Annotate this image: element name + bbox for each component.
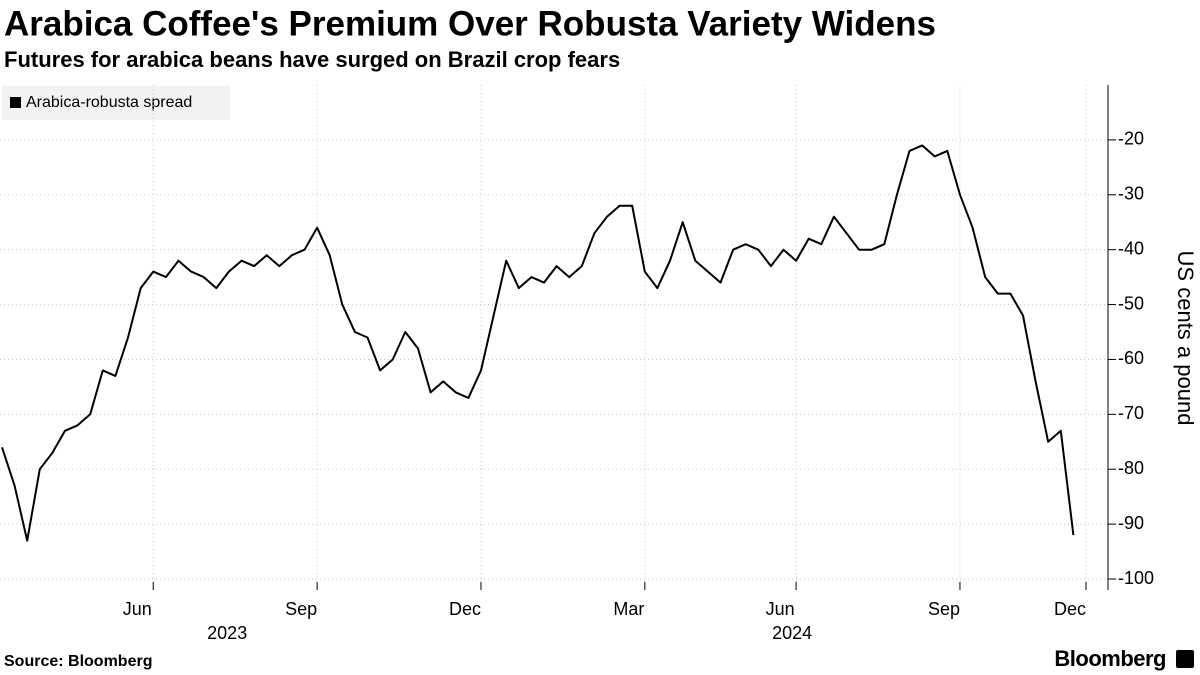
y-tick-label: -20 (1118, 129, 1144, 149)
x-tick-label: Dec (449, 599, 481, 619)
year-label: 2024 (772, 623, 812, 643)
y-tick-label: -70 (1118, 403, 1144, 423)
legend-label: Arabica-robusta spread (26, 94, 192, 111)
x-tick-label: Jun (766, 599, 795, 619)
year-label: 2023 (207, 623, 247, 643)
y-tick-label: -80 (1118, 458, 1144, 478)
chart-subtitle: Futures for arabica beans have surged on… (4, 47, 620, 72)
y-tick-label: -60 (1118, 348, 1144, 368)
y-tick-label: -90 (1118, 513, 1144, 533)
legend-box (2, 86, 230, 120)
x-tick-label: Sep (928, 599, 960, 619)
legend-swatch (10, 97, 21, 108)
brand-icon (1176, 650, 1194, 668)
x-tick-label: Mar (613, 599, 644, 619)
source: Source: Bloomberg (4, 653, 152, 670)
y-tick-label: -100 (1118, 568, 1154, 588)
x-tick-label: Jun (123, 599, 152, 619)
y-axis-label: US cents a pound (1173, 251, 1198, 426)
y-tick-label: -50 (1118, 293, 1144, 313)
x-tick-label: Dec (1054, 599, 1086, 619)
brand: Bloomberg (1054, 646, 1166, 671)
x-tick-label: Sep (285, 599, 317, 619)
line-series (1, 144, 1075, 542)
chart-title: Arabica Coffee's Premium Over Robusta Va… (4, 4, 936, 43)
y-tick-label: -40 (1118, 238, 1144, 258)
y-tick-label: -30 (1118, 184, 1144, 204)
